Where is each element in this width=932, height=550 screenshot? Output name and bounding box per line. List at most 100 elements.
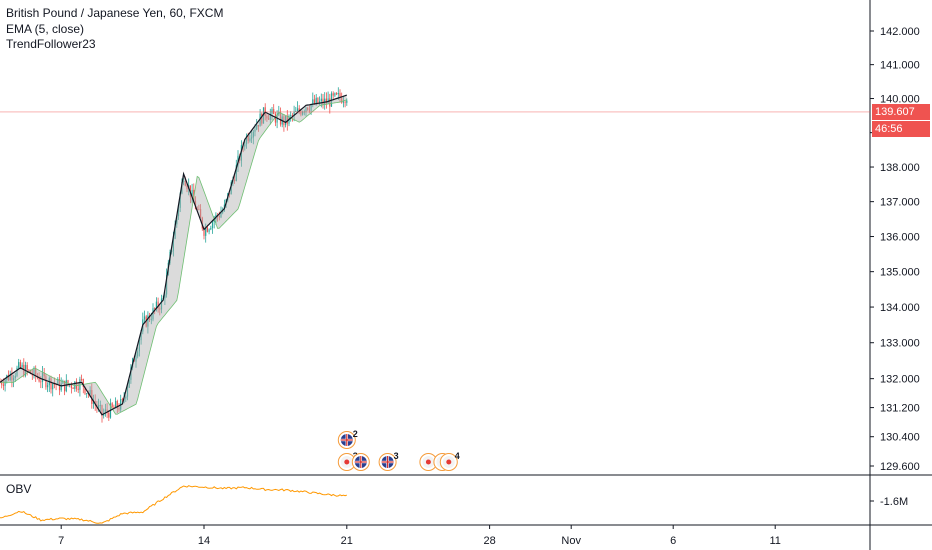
economic-event-marker[interactable]: 3 — [378, 451, 399, 471]
candle-body — [296, 108, 299, 112]
red-dot — [344, 459, 350, 465]
event-count: 2 — [353, 429, 358, 439]
candle-body — [101, 405, 103, 416]
candle-body — [285, 115, 287, 126]
candle-body — [211, 222, 214, 229]
candle-body — [2, 384, 4, 386]
candle-body — [70, 384, 72, 388]
candle-body — [184, 181, 186, 186]
candle-body — [64, 380, 66, 392]
candle-body — [154, 308, 156, 310]
candle-body — [16, 367, 18, 376]
candle-body — [245, 135, 248, 145]
candle-body — [111, 403, 113, 407]
candle-body — [149, 315, 151, 320]
candle-body — [291, 115, 293, 117]
candle-body — [14, 375, 16, 379]
event-count: 4 — [455, 451, 460, 461]
candle-body — [307, 107, 309, 110]
candle-body — [205, 227, 207, 236]
economic-event-marker[interactable] — [419, 453, 438, 471]
candle-body — [273, 109, 275, 115]
candle-body — [336, 93, 338, 95]
x-tick-label: 21 — [341, 535, 353, 547]
candle-body — [128, 379, 130, 388]
candle-body — [208, 229, 210, 232]
candle-body — [268, 118, 270, 120]
candle-body — [315, 97, 317, 104]
candle-body — [18, 362, 20, 368]
candle-body — [337, 93, 339, 95]
candle-body — [28, 369, 30, 371]
candle-body — [218, 216, 220, 218]
candle-body — [312, 99, 314, 105]
candle-body — [174, 224, 176, 239]
economic-event-marker[interactable] — [351, 453, 370, 471]
candle-body — [65, 380, 67, 392]
candle-body — [179, 193, 181, 208]
candle-body — [201, 217, 203, 229]
candle-body — [183, 181, 185, 183]
x-tick-label: 14 — [198, 535, 210, 547]
candle-body — [106, 409, 108, 413]
candle-body — [115, 401, 117, 409]
obv-pane-label[interactable]: OBV — [6, 482, 32, 496]
x-tick-label: 11 — [769, 535, 780, 547]
y-tick-label: 132.000 — [880, 374, 920, 386]
candle-body — [269, 113, 271, 120]
candle-body — [341, 97, 343, 103]
trendfollower-cloud — [0, 95, 347, 415]
candle-body — [274, 114, 276, 123]
y-tick-label: 137.000 — [880, 197, 920, 209]
candle-body — [325, 98, 327, 104]
candle-body — [135, 356, 137, 362]
candle-body — [329, 98, 331, 107]
candle-body — [60, 383, 62, 391]
last-price-tag: 139.607 — [872, 104, 930, 120]
candle-body — [177, 207, 180, 217]
y-tick-label: 135.000 — [880, 267, 920, 279]
candle-body — [104, 409, 106, 414]
candle-body — [283, 116, 285, 126]
candle-body — [228, 193, 231, 195]
candle-body — [62, 380, 64, 384]
candle-body — [11, 374, 13, 381]
candle-body — [143, 316, 146, 320]
candle-body — [157, 301, 159, 309]
candle-body — [203, 228, 205, 236]
candle-body — [339, 93, 341, 98]
candle-body — [118, 408, 120, 410]
candle-body — [79, 379, 81, 390]
candle-body — [126, 387, 129, 397]
trendfollower-indicator-label[interactable]: TrendFollower23 — [6, 37, 96, 51]
candle-body — [116, 401, 118, 409]
candle-body — [206, 227, 208, 232]
symbol-title[interactable]: British Pound / Japanese Yen, 60, FXCM — [6, 6, 224, 20]
candle-body — [262, 107, 265, 124]
candle-body — [166, 275, 168, 295]
economic-event-marker[interactable]: 4 — [439, 451, 460, 471]
candle-body — [308, 109, 310, 111]
candle-body — [35, 368, 37, 377]
candle-body — [257, 125, 259, 127]
bar-countdown-tag: 46:56 — [872, 121, 930, 137]
x-tick-label: 7 — [58, 535, 64, 547]
candle-body — [295, 111, 297, 112]
candle-body — [26, 365, 28, 370]
candle-body — [1, 382, 3, 385]
candle-body — [252, 131, 254, 138]
red-dot — [446, 459, 452, 465]
candle-body — [108, 412, 110, 418]
candle-body — [137, 351, 139, 357]
x-tick-label: 6 — [670, 535, 676, 547]
y-tick-label: 141.000 — [880, 60, 920, 72]
ema-indicator-label[interactable]: EMA (5, close) — [6, 21, 85, 36]
candle-body — [322, 98, 324, 105]
candle-body — [198, 209, 200, 210]
candle-body — [210, 228, 212, 230]
candle-body — [319, 101, 321, 104]
economic-event-marker[interactable]: 2 — [337, 429, 358, 449]
candle-body — [160, 298, 163, 310]
